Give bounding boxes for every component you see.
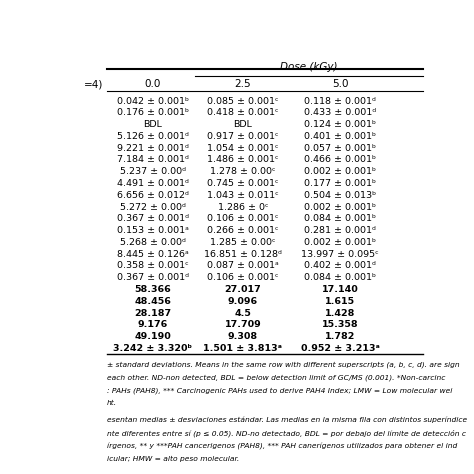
Text: ± standard deviations. Means in the same row with different superscripts (a, b, : ± standard deviations. Means in the same… bbox=[107, 361, 460, 367]
Text: 0.087 ± 0.001ᵃ: 0.087 ± 0.001ᵃ bbox=[207, 262, 279, 271]
Text: 1.782: 1.782 bbox=[325, 332, 356, 341]
Text: 0.177 ± 0.001ᵇ: 0.177 ± 0.001ᵇ bbox=[304, 179, 376, 188]
Text: 0.042 ± 0.001ᵇ: 0.042 ± 0.001ᵇ bbox=[117, 97, 189, 106]
Text: 9.308: 9.308 bbox=[228, 332, 258, 341]
Text: 49.190: 49.190 bbox=[135, 332, 171, 341]
Text: 15.358: 15.358 bbox=[322, 320, 359, 329]
Text: 0.176 ± 0.001ᵇ: 0.176 ± 0.001ᵇ bbox=[117, 109, 189, 118]
Text: 7.184 ± 0.001ᵈ: 7.184 ± 0.001ᵈ bbox=[117, 155, 189, 164]
Text: icular; HMW = alto peso molecular.: icular; HMW = alto peso molecular. bbox=[107, 456, 239, 462]
Text: 5.272 ± 0.00ᵈ: 5.272 ± 0.00ᵈ bbox=[120, 202, 186, 211]
Text: 0.0: 0.0 bbox=[145, 79, 161, 89]
Text: ht.: ht. bbox=[107, 401, 117, 406]
Text: 0.917 ± 0.001ᶜ: 0.917 ± 0.001ᶜ bbox=[207, 132, 279, 141]
Text: 0.745 ± 0.001ᶜ: 0.745 ± 0.001ᶜ bbox=[207, 179, 279, 188]
Text: 0.085 ± 0.001ᶜ: 0.085 ± 0.001ᶜ bbox=[207, 97, 279, 106]
Text: 27.017: 27.017 bbox=[225, 285, 261, 294]
Text: 0.002 ± 0.001ᵇ: 0.002 ± 0.001ᵇ bbox=[304, 202, 376, 211]
Text: 0.084 ± 0.001ᵇ: 0.084 ± 0.001ᵇ bbox=[304, 273, 376, 283]
Text: 58.366: 58.366 bbox=[135, 285, 171, 294]
Text: 0.367 ± 0.001ᵈ: 0.367 ± 0.001ᵈ bbox=[117, 214, 189, 223]
Text: 0.402 ± 0.001ᵈ: 0.402 ± 0.001ᵈ bbox=[304, 262, 376, 271]
Text: 0.084 ± 0.001ᵇ: 0.084 ± 0.001ᵇ bbox=[304, 214, 376, 223]
Text: 4.491 ± 0.001ᵈ: 4.491 ± 0.001ᵈ bbox=[117, 179, 189, 188]
Text: 1.501 ± 3.813ᵃ: 1.501 ± 3.813ᵃ bbox=[203, 344, 283, 353]
Text: 1.054 ± 0.001ᶜ: 1.054 ± 0.001ᶜ bbox=[207, 144, 279, 153]
Text: 5.0: 5.0 bbox=[332, 79, 348, 89]
Text: 17.140: 17.140 bbox=[322, 285, 359, 294]
Text: 4.5: 4.5 bbox=[235, 309, 251, 318]
Text: 0.433 ± 0.001ᵈ: 0.433 ± 0.001ᵈ bbox=[304, 109, 376, 118]
Text: 17.709: 17.709 bbox=[225, 320, 261, 329]
Text: 8.445 ± 0.126ᵃ: 8.445 ± 0.126ᵃ bbox=[117, 250, 189, 259]
Text: 5.268 ± 0.00ᵈ: 5.268 ± 0.00ᵈ bbox=[120, 238, 186, 247]
Text: 0.153 ± 0.001ᵃ: 0.153 ± 0.001ᵃ bbox=[117, 226, 189, 235]
Text: 3.242 ± 3.320ᵇ: 3.242 ± 3.320ᵇ bbox=[113, 344, 192, 353]
Text: 28.187: 28.187 bbox=[134, 309, 172, 318]
Text: : PAHs (PAH8), *** Carcinogenic PAHs used to derive PAH4 Index; LMW = Low molecu: : PAHs (PAH8), *** Carcinogenic PAHs use… bbox=[107, 387, 452, 394]
Text: 1.285 ± 0.00ᶜ: 1.285 ± 0.00ᶜ bbox=[210, 238, 276, 247]
Text: 0.002 ± 0.001ᵇ: 0.002 ± 0.001ᵇ bbox=[304, 167, 376, 176]
Text: 1.428: 1.428 bbox=[325, 309, 356, 318]
Text: nte diferentes entre sí (p ≤ 0.05). ND-no detectado, BDL = por debajo del límite: nte diferentes entre sí (p ≤ 0.05). ND-n… bbox=[107, 429, 466, 437]
Text: írgenos, ** y ***PAH cancerigenos (PAH8), *** PAH canerígenos utilizados para ob: írgenos, ** y ***PAH cancerigenos (PAH8)… bbox=[107, 443, 457, 450]
Text: 0.504 ± 0.013ᵇ: 0.504 ± 0.013ᵇ bbox=[304, 191, 376, 200]
Text: BDL: BDL bbox=[234, 120, 252, 129]
Text: =4): =4) bbox=[84, 79, 103, 89]
Text: 1.043 ± 0.011ᶜ: 1.043 ± 0.011ᶜ bbox=[207, 191, 279, 200]
Text: 1.278 ± 0.00ᶜ: 1.278 ± 0.00ᶜ bbox=[210, 167, 276, 176]
Text: 1.286 ± 0ᶜ: 1.286 ± 0ᶜ bbox=[218, 202, 268, 211]
Text: esentan medias ± desviaciones estándar. Las medias en la misma fila con distinto: esentan medias ± desviaciones estándar. … bbox=[107, 416, 467, 423]
Text: 0.002 ± 0.001ᵇ: 0.002 ± 0.001ᵇ bbox=[304, 238, 376, 247]
Text: 0.358 ± 0.001ᶜ: 0.358 ± 0.001ᶜ bbox=[117, 262, 189, 271]
Text: Dose (kGy): Dose (kGy) bbox=[280, 62, 338, 72]
Text: 2.5: 2.5 bbox=[235, 79, 251, 89]
Text: 0.401 ± 0.001ᵇ: 0.401 ± 0.001ᵇ bbox=[304, 132, 376, 141]
Text: 0.367 ± 0.001ᵈ: 0.367 ± 0.001ᵈ bbox=[117, 273, 189, 283]
Text: 0.124 ± 0.001ᵇ: 0.124 ± 0.001ᵇ bbox=[304, 120, 376, 129]
Text: 9.176: 9.176 bbox=[138, 320, 168, 329]
Text: 0.118 ± 0.001ᵈ: 0.118 ± 0.001ᵈ bbox=[304, 97, 376, 106]
Text: 0.266 ± 0.001ᶜ: 0.266 ± 0.001ᶜ bbox=[207, 226, 279, 235]
Text: 9.096: 9.096 bbox=[228, 297, 258, 306]
Text: 5.237 ± 0.00ᵈ: 5.237 ± 0.00ᵈ bbox=[120, 167, 186, 176]
Text: 0.281 ± 0.001ᵈ: 0.281 ± 0.001ᵈ bbox=[304, 226, 376, 235]
Text: 1.615: 1.615 bbox=[325, 297, 356, 306]
Text: each other. ND-non detected, BDL = below detection limit of GC/MS (0.001). *Non-: each other. ND-non detected, BDL = below… bbox=[107, 374, 446, 381]
Text: 5.126 ± 0.001ᵈ: 5.126 ± 0.001ᵈ bbox=[117, 132, 189, 141]
Text: 1.486 ± 0.001ᶜ: 1.486 ± 0.001ᶜ bbox=[207, 155, 279, 164]
Text: 13.997 ± 0.095ᶜ: 13.997 ± 0.095ᶜ bbox=[301, 250, 379, 259]
Text: 0.466 ± 0.001ᵇ: 0.466 ± 0.001ᵇ bbox=[304, 155, 376, 164]
Text: 0.952 ± 3.213ᵃ: 0.952 ± 3.213ᵃ bbox=[301, 344, 380, 353]
Text: BDL: BDL bbox=[144, 120, 163, 129]
Text: 48.456: 48.456 bbox=[135, 297, 172, 306]
Text: 9.221 ± 0.001ᵈ: 9.221 ± 0.001ᵈ bbox=[117, 144, 189, 153]
Text: 0.106 ± 0.001ᶜ: 0.106 ± 0.001ᶜ bbox=[207, 214, 279, 223]
Text: 0.057 ± 0.001ᵇ: 0.057 ± 0.001ᵇ bbox=[304, 144, 376, 153]
Text: 0.418 ± 0.001ᶜ: 0.418 ± 0.001ᶜ bbox=[207, 109, 279, 118]
Text: 0.106 ± 0.001ᶜ: 0.106 ± 0.001ᶜ bbox=[207, 273, 279, 283]
Text: 6.656 ± 0.012ᵈ: 6.656 ± 0.012ᵈ bbox=[117, 191, 189, 200]
Text: 16.851 ± 0.128ᵈ: 16.851 ± 0.128ᵈ bbox=[204, 250, 282, 259]
